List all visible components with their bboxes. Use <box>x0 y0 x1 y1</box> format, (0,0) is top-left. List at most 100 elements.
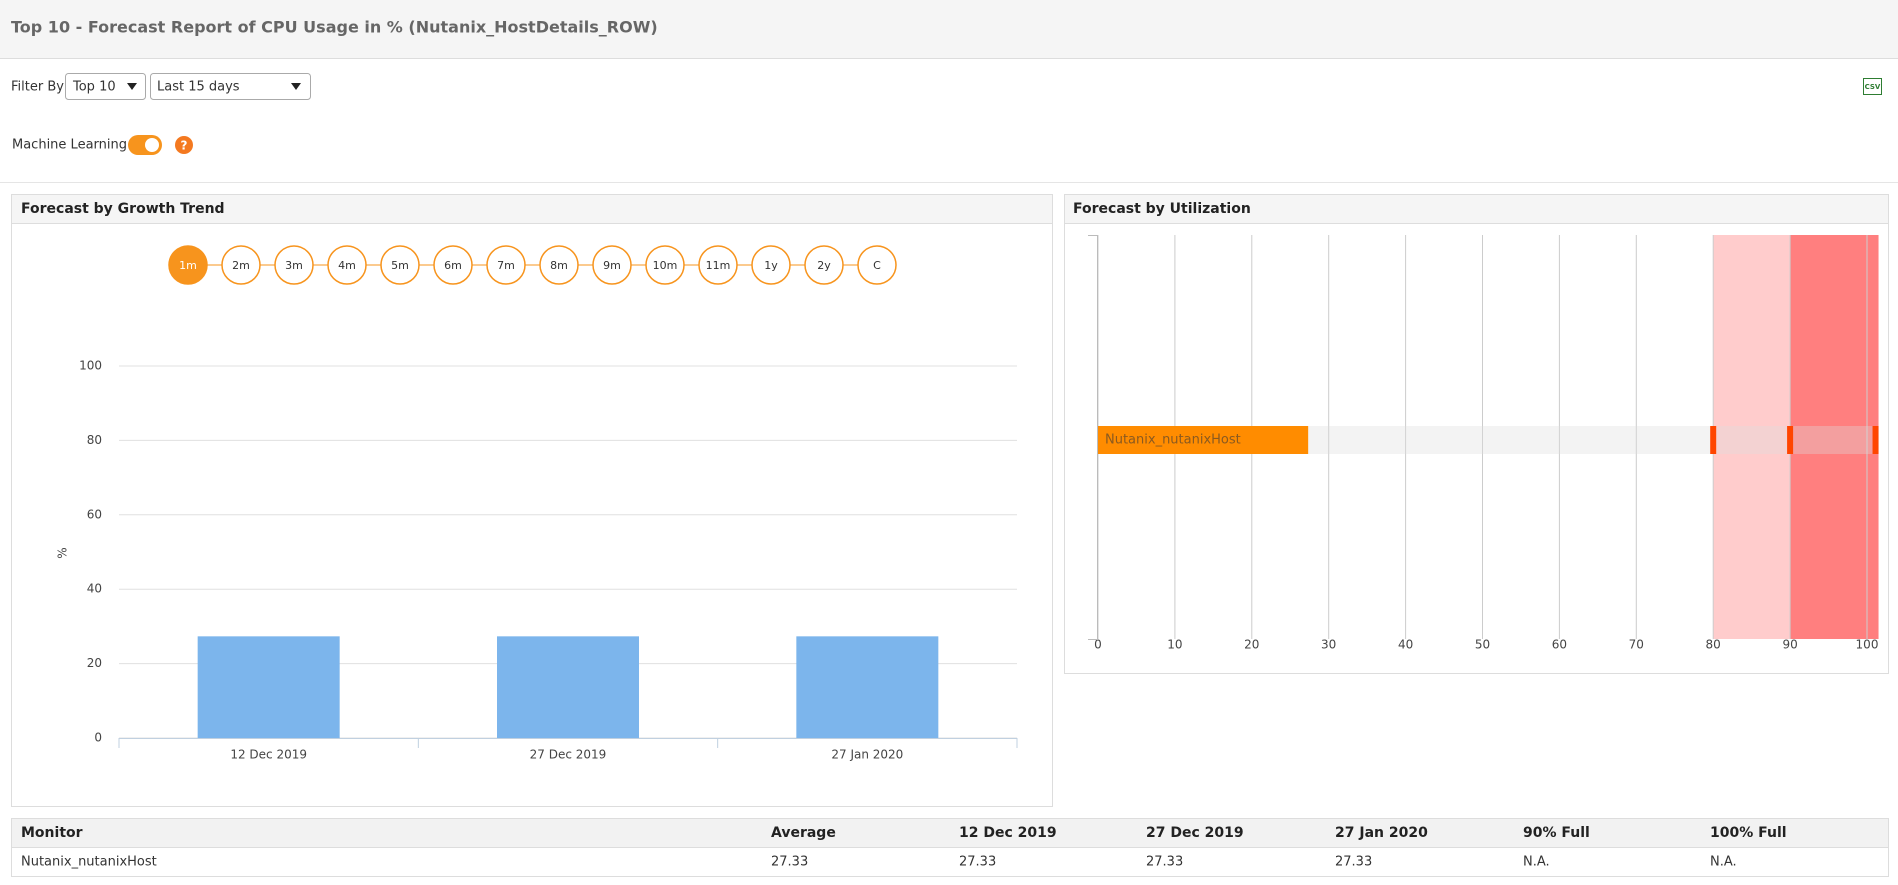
period-button[interactable]: 1m <box>168 245 208 285</box>
x-tick-label: 10 <box>1167 638 1182 652</box>
button-circle[interactable] <box>168 245 208 285</box>
column-header: 100% Full <box>1710 825 1787 841</box>
button-circle[interactable] <box>221 245 261 285</box>
button-label: 5m <box>391 259 409 272</box>
bar <box>197 636 340 738</box>
help-icon[interactable] <box>175 136 193 154</box>
bar <box>796 636 939 738</box>
button-circle[interactable] <box>327 245 367 285</box>
panel-header <box>12 195 1052 223</box>
range-select[interactable]: Last 15 days <box>150 73 311 100</box>
header-bar <box>0 0 1898 58</box>
select-box[interactable] <box>65 73 146 100</box>
period-button[interactable]: 6m <box>433 245 473 285</box>
band-marker <box>1787 426 1794 454</box>
page-title: Top 10 - Forecast Report of CPU Usage in… <box>11 18 658 37</box>
table-cell: N.A. <box>1710 855 1737 870</box>
button-circle[interactable] <box>857 245 897 285</box>
button-circle[interactable] <box>751 245 791 285</box>
period-button[interactable]: 1y <box>751 245 791 285</box>
panel-title: Forecast by Growth Trend <box>21 201 225 217</box>
button-label: 11m <box>706 259 731 272</box>
period-button[interactable]: 5m <box>380 245 420 285</box>
x-tick-label: 12 Dec 2019 <box>230 748 307 762</box>
toggle-knob <box>145 138 159 152</box>
table-cell: 27.33 <box>1335 855 1372 870</box>
ml-label: Machine Learning <box>12 138 127 153</box>
ml-toggle[interactable] <box>128 135 162 155</box>
table-cell: N.A. <box>1523 855 1550 870</box>
column-header: 27 Jan 2020 <box>1335 825 1428 841</box>
button-circle[interactable] <box>486 245 526 285</box>
select-arrow <box>291 83 301 90</box>
csv-label: CSV <box>1865 83 1881 91</box>
y-tick-label: 20 <box>87 656 102 670</box>
panel-title: Forecast by Utilization <box>1073 201 1251 217</box>
button-circle[interactable] <box>274 245 314 285</box>
band-marker <box>1710 426 1717 454</box>
button-label: 1y <box>764 259 778 272</box>
button-circle[interactable] <box>592 245 632 285</box>
period-button[interactable]: 10m <box>645 245 685 285</box>
x-tick-label: 27 Dec 2019 <box>530 748 607 762</box>
plot-band <box>1713 235 1791 639</box>
period-button[interactable]: 4m <box>327 245 367 285</box>
button-circle[interactable] <box>645 245 685 285</box>
export-csv[interactable]: CSV <box>1863 78 1882 95</box>
csv-icon[interactable] <box>1863 78 1882 95</box>
button-circle[interactable] <box>433 245 473 285</box>
button-label: 4m <box>338 259 356 272</box>
button-label: 3m <box>285 259 303 272</box>
column-header: 27 Dec 2019 <box>1146 825 1244 841</box>
button-label: 1m <box>179 259 197 272</box>
plot-band <box>1790 235 1879 639</box>
button-label: 7m <box>497 259 515 272</box>
column-header: 90% Full <box>1523 825 1590 841</box>
x-tick-label: 27 Jan 2020 <box>831 748 903 762</box>
period-button[interactable]: C <box>857 245 897 285</box>
column-header: 12 Dec 2019 <box>959 825 1057 841</box>
bar <box>497 636 639 738</box>
count-select[interactable]: Top 10 <box>65 73 146 100</box>
period-button[interactable]: 7m <box>486 245 526 285</box>
bar <box>1098 426 1309 454</box>
x-tick-label: 90 <box>1782 638 1797 652</box>
select-value: Last 15 days <box>157 80 240 95</box>
y-tick-label: 100 <box>79 359 102 373</box>
period-button[interactable]: 9m <box>592 245 632 285</box>
period-button[interactable]: 3m <box>274 245 314 285</box>
button-circle[interactable] <box>539 245 579 285</box>
column-header: Monitor <box>21 825 83 841</box>
period-button[interactable]: 2y <box>804 245 844 285</box>
select-box[interactable] <box>150 73 311 100</box>
column-header: Average <box>771 825 836 841</box>
bar-label: Nutanix_nutanixHost <box>1105 433 1241 448</box>
period-button[interactable]: 11m <box>698 245 738 285</box>
x-tick-label: 70 <box>1629 638 1644 652</box>
table-cell: Nutanix_nutanixHost <box>21 855 157 870</box>
x-tick-label: 30 <box>1321 638 1336 652</box>
x-tick-label: 50 <box>1475 638 1490 652</box>
help-text: ? <box>181 139 188 153</box>
x-tick-label: 80 <box>1706 638 1721 652</box>
x-tick-label: 60 <box>1552 638 1567 652</box>
period-button[interactable]: 2m <box>221 245 261 285</box>
button-label: 9m <box>603 259 621 272</box>
button-circle[interactable] <box>804 245 844 285</box>
period-button[interactable]: 8m <box>539 245 579 285</box>
y-axis-label: % <box>56 547 70 558</box>
button-label: 2m <box>232 259 250 272</box>
y-tick-label: 40 <box>87 582 102 596</box>
table-cell: 27.33 <box>771 855 808 870</box>
y-tick-label: 60 <box>87 507 102 521</box>
filter-label: Filter By <box>11 80 64 95</box>
x-tick-label: 20 <box>1244 638 1259 652</box>
band-marker <box>1872 426 1879 454</box>
table-header <box>12 819 1888 847</box>
button-label: 2y <box>817 259 831 272</box>
select-arrow <box>127 83 137 90</box>
button-circle[interactable] <box>698 245 738 285</box>
button-label: 10m <box>653 259 678 272</box>
button-circle[interactable] <box>380 245 420 285</box>
